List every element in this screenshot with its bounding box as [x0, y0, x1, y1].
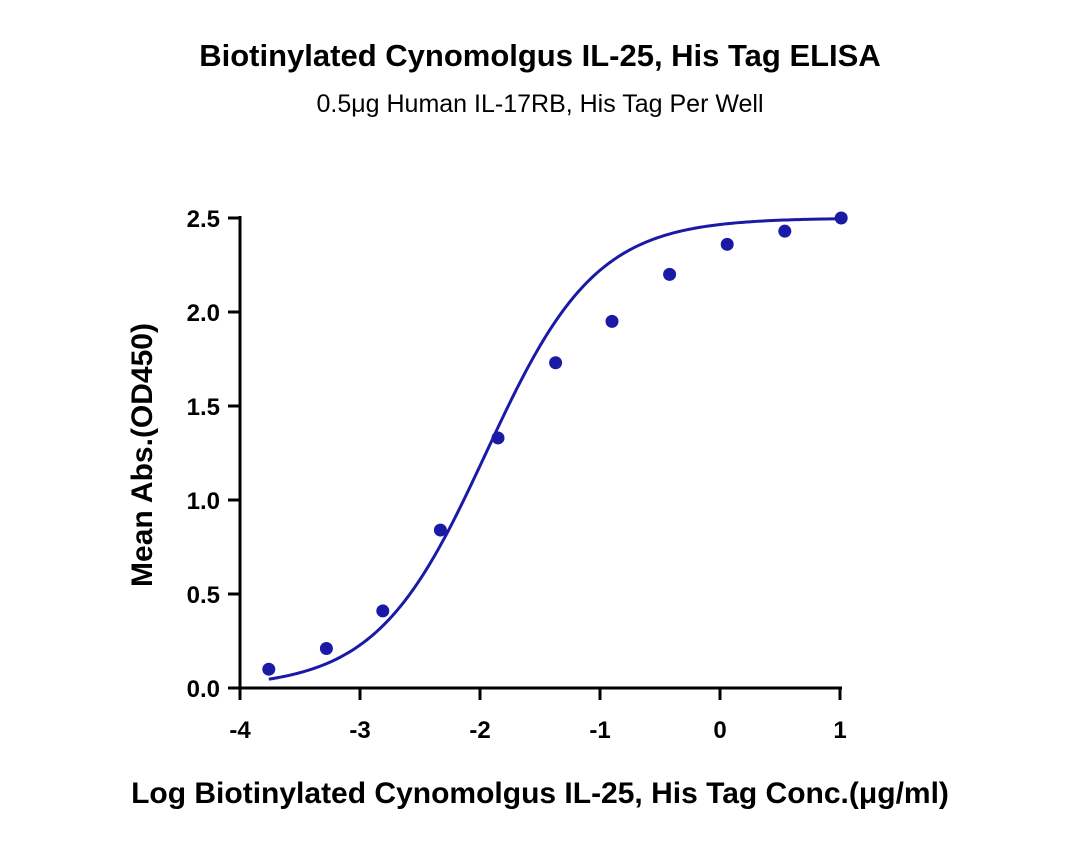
- x-tick-label: 1: [833, 717, 846, 744]
- data-point: [549, 356, 563, 370]
- x-axis-label: Log Biotinylated Cynomolgus IL-25, His T…: [131, 777, 949, 810]
- data-point: [262, 662, 276, 676]
- data-point: [834, 211, 848, 225]
- x-tick-label: 0: [713, 717, 726, 744]
- y-tick-label: 2.5: [187, 206, 220, 233]
- x-tick-label: -2: [469, 717, 490, 744]
- data-point: [491, 431, 505, 445]
- chart-subtitle: 0.5μg Human IL-17RB, His Tag Per Well: [316, 90, 764, 118]
- y-tick-label: 2.0: [187, 300, 220, 327]
- y-axis-label: Mean Abs.(OD450): [126, 323, 159, 587]
- fit-curve: [268, 217, 842, 681]
- data-point: [433, 523, 447, 537]
- chart-axes: 0.0 0.5 1.0 1.5 2.0 2.5 -4 -3 -2 -1 0 1: [187, 206, 847, 744]
- x-tick-label: -3: [349, 717, 370, 744]
- data-point: [605, 314, 619, 328]
- data-point: [376, 604, 390, 618]
- data-point: [778, 224, 792, 238]
- chart-title: Biotinylated Cynomolgus IL-25, His Tag E…: [199, 38, 881, 73]
- y-tick-label: 1.5: [187, 394, 220, 421]
- y-tick-label: 1.0: [187, 488, 220, 515]
- data-point: [720, 237, 734, 251]
- x-tick-label: -4: [229, 717, 251, 744]
- y-tick-label: 0.0: [187, 676, 220, 703]
- data-point: [663, 267, 677, 281]
- y-tick-label: 0.5: [187, 582, 220, 609]
- fit-curve-layer: [268, 217, 842, 681]
- data-point: [319, 642, 333, 656]
- data-points-layer: [262, 211, 848, 676]
- x-tick-label: -1: [589, 717, 610, 744]
